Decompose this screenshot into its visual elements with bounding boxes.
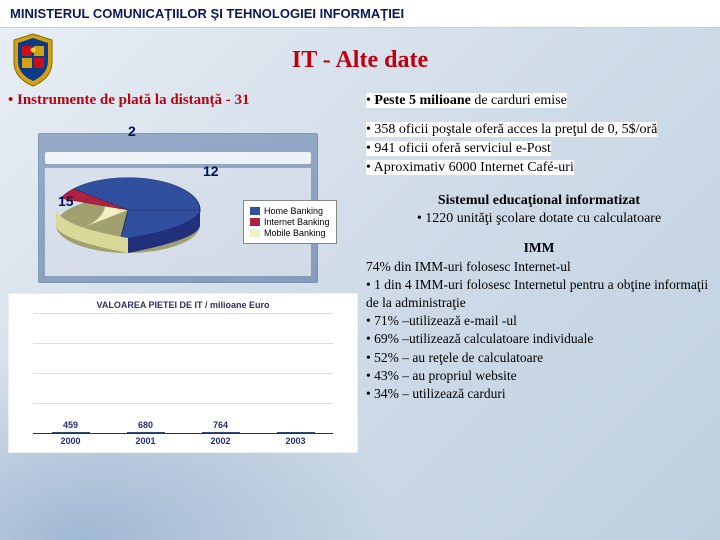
pie-chart (43, 155, 223, 270)
imm-line: • 69% –utilizează calculatoare individua… (366, 330, 712, 348)
legend-label: Mobile Banking (264, 228, 326, 238)
imm-line: • 1 din 4 IMM-uri folosesc Internetul pe… (366, 276, 712, 312)
cards-info: • Peste 5 milioane de carduri emise (366, 92, 712, 111)
right-column: • Peste 5 milioane de carduri emise • 35… (366, 92, 712, 453)
imm-line: • 71% –utilizează e-mail -ul (366, 312, 712, 330)
cards-bold: Peste 5 milioane (374, 93, 470, 108)
bar-x-label: 2000 (47, 436, 95, 446)
education-info: Sistemul educaţional informatizat • 1220… (366, 192, 712, 230)
instruments-bullet: • Instrumente de plată la distanţă - 31 (8, 92, 358, 109)
bar-x-label: 2002 (197, 436, 245, 446)
pie-chart-area: 2 12 15 Home Banking Internet Banking Mo… (8, 115, 358, 285)
imm-block: IMM 74% din IMM-uri folosesc Internet-ul… (366, 239, 712, 403)
pie-label-12: 12 (203, 163, 219, 179)
left-column: • Instrumente de plată la distanţă - 31 … (8, 92, 358, 453)
post-line-3: • Aproximativ 6000 Internet Café-uri (366, 160, 574, 175)
bar-group (272, 420, 320, 434)
education-heading: Sistemul educaţional informatizat (366, 192, 712, 211)
header-bar: MINISTERUL COMUNICAŢIILOR ŞI TEHNOLOGIEI… (0, 0, 720, 28)
ministry-name: MINISTERUL COMUNICAŢIILOR ŞI TEHNOLOGIEI… (10, 6, 710, 21)
page-title: IT - Alte date (58, 47, 712, 74)
imm-line: 74% din IMM-uri folosesc Internet-ul (366, 258, 712, 276)
bar-plot-area: 459 680 764 (33, 314, 333, 434)
bar-x-label: 2003 (272, 436, 320, 446)
imm-line: • 34% – utilizează carduri (366, 385, 712, 403)
legend-label: Home Banking (264, 206, 323, 216)
bar-group: 764 (197, 420, 245, 434)
title-row: IT - Alte date (0, 28, 720, 92)
bar-value-label: 764 (213, 420, 228, 430)
pie-label-2: 2 (128, 123, 136, 139)
bar-value-label: 459 (63, 420, 78, 430)
bar-x-label: 2001 (122, 436, 170, 446)
pie-legend: Home Banking Internet Banking Mobile Ban… (243, 200, 337, 244)
pie-label-15: 15 (58, 193, 74, 209)
bar-chart-title: VALOAREA PIETEI DE IT / milioane Euro (13, 300, 353, 310)
imm-heading: IMM (366, 239, 712, 257)
post-offices-info: • 358 oficii poştale oferă acces la preţ… (366, 121, 712, 178)
imm-line: • 52% – au reţele de calculatoare (366, 349, 712, 367)
cards-rest: de carduri emise (471, 93, 567, 108)
imm-line: • 43% – au propriul website (366, 367, 712, 385)
legend-label: Internet Banking (264, 217, 330, 227)
post-line-1: • 358 oficii poştale oferă acces la preţ… (366, 122, 657, 137)
bar-group: 459 (47, 420, 95, 434)
post-line-2: • 941 oficii oferă serviciul e-Post (366, 141, 551, 156)
education-line: • 1220 unităţi şcolare dotate cu calcula… (366, 210, 712, 229)
bar-group: 680 (122, 420, 170, 434)
coat-of-arms-icon (8, 32, 58, 88)
bar-value-label: 680 (138, 420, 153, 430)
bar-chart: VALOAREA PIETEI DE IT / milioane Euro 45… (8, 293, 358, 453)
